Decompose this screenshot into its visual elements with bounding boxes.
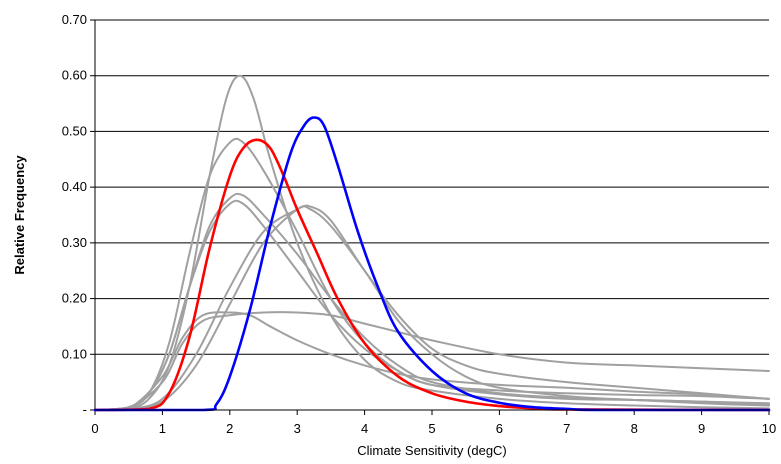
series-line-8: [94, 311, 770, 411]
x-tick-label: 8: [631, 421, 638, 436]
y-tick-label: 0.60: [62, 68, 87, 83]
x-tick-label: 7: [563, 421, 570, 436]
y-tick-label: -: [83, 402, 87, 417]
series-line-6: [94, 205, 770, 411]
x-tick-labels: 0 1 2 3 4 5 6 7 8 9 10: [91, 410, 776, 436]
y-tick-label: 0.20: [62, 291, 87, 306]
x-tick-label: 5: [428, 421, 435, 436]
x-tick-label: 2: [226, 421, 233, 436]
series-lines: [93, 74, 771, 412]
series-line-2: [94, 137, 770, 411]
y-tick-labels: - 0.10 0.20 0.30 0.40 0.50 0.60 0.70: [62, 12, 95, 417]
x-axis-title: Climate Sensitivity (degC): [357, 443, 507, 458]
series-line-9: [93, 138, 771, 412]
x-tick-label: 0: [91, 421, 98, 436]
x-tick-label: 6: [496, 421, 503, 436]
series-line-4: [94, 199, 770, 411]
y-tick-label: 0.30: [62, 235, 87, 250]
series-line-10: [93, 116, 771, 412]
x-tick-label: 1: [159, 421, 166, 436]
y-tick-label: 0.70: [62, 12, 87, 27]
series-line-1: [94, 74, 770, 411]
y-tick-label: 0.40: [62, 179, 87, 194]
x-tick-label: 4: [361, 421, 368, 436]
axes: [94, 20, 769, 411]
y-tick-label: 0.10: [62, 346, 87, 361]
series-line-7: [94, 311, 770, 411]
y-axis-title: Relative Frequency: [12, 155, 27, 275]
x-tick-label: 3: [294, 421, 301, 436]
x-tick-label: 10: [762, 421, 776, 436]
y-tick-label: 0.50: [62, 123, 87, 138]
x-tick-label: 9: [698, 421, 705, 436]
